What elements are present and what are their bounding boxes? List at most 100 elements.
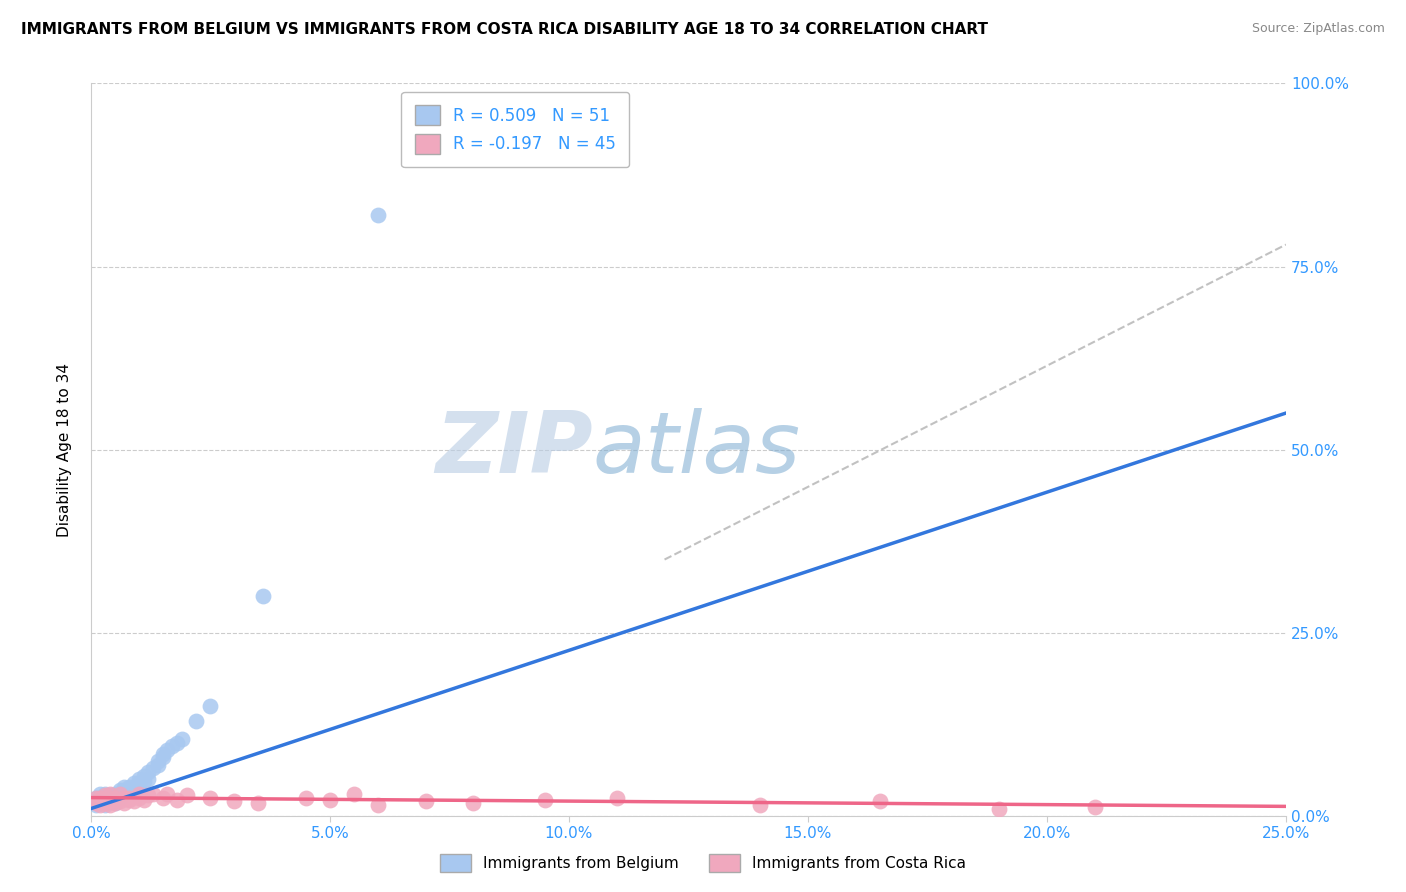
Legend: R = 0.509   N = 51, R = -0.197   N = 45: R = 0.509 N = 51, R = -0.197 N = 45: [401, 92, 628, 168]
Point: [84, 790, 107, 805]
Point: [98, 794, 121, 808]
Point: [200, 790, 222, 805]
Point: [89, 787, 111, 801]
Point: [184, 714, 207, 728]
Point: [122, 776, 145, 790]
Point: [200, 699, 222, 714]
Point: [869, 794, 891, 808]
Point: [122, 780, 145, 795]
Point: [166, 736, 188, 750]
Point: [89, 790, 111, 805]
Point: [1084, 800, 1107, 814]
Point: [94, 794, 117, 808]
Point: [146, 757, 169, 772]
Point: [463, 796, 485, 810]
Point: [108, 787, 131, 801]
Point: [89, 796, 111, 810]
Y-axis label: Disability Age 18 to 34: Disability Age 18 to 34: [58, 363, 72, 537]
Point: [89, 790, 111, 805]
Point: [104, 790, 127, 805]
Point: [156, 787, 179, 801]
Point: [94, 797, 117, 812]
Point: [988, 801, 1011, 815]
Point: [152, 790, 174, 805]
Point: [156, 743, 179, 757]
Point: [128, 790, 150, 805]
Point: [166, 793, 188, 807]
Point: [104, 796, 127, 810]
Point: [98, 797, 121, 812]
Point: [104, 796, 127, 810]
Point: [112, 796, 135, 810]
Point: [94, 796, 117, 810]
Point: [84, 796, 107, 810]
Point: [118, 783, 141, 797]
Point: [247, 796, 270, 810]
Point: [104, 790, 127, 805]
Text: ZIP: ZIP: [436, 409, 593, 491]
Point: [118, 793, 141, 807]
Point: [152, 747, 174, 761]
Point: [98, 790, 121, 805]
Point: [606, 790, 628, 805]
Point: [94, 789, 117, 803]
Point: [170, 731, 193, 746]
Point: [89, 797, 111, 812]
Point: [108, 787, 131, 801]
Point: [128, 776, 150, 790]
Point: [84, 796, 107, 810]
Point: [160, 739, 183, 754]
Text: IMMIGRANTS FROM BELGIUM VS IMMIGRANTS FROM COSTA RICA DISABILITY AGE 18 TO 34 CO: IMMIGRANTS FROM BELGIUM VS IMMIGRANTS FR…: [21, 22, 988, 37]
Point: [319, 793, 342, 807]
Point: [84, 790, 107, 805]
Point: [84, 797, 107, 812]
Point: [118, 790, 141, 805]
Point: [108, 794, 131, 808]
Point: [142, 761, 165, 775]
Point: [108, 783, 131, 797]
Point: [112, 790, 135, 805]
Point: [749, 797, 772, 812]
Point: [415, 794, 437, 808]
Point: [295, 790, 318, 805]
Point: [98, 793, 121, 807]
Point: [94, 787, 117, 801]
Point: [176, 789, 198, 803]
Point: [84, 794, 107, 808]
Point: [94, 796, 117, 810]
Point: [132, 773, 155, 788]
Point: [132, 793, 155, 807]
Point: [142, 787, 165, 801]
Point: [136, 789, 159, 803]
Point: [108, 790, 131, 805]
Point: [224, 794, 246, 808]
Point: [94, 793, 117, 807]
Point: [94, 790, 117, 805]
Point: [98, 789, 121, 803]
Point: [252, 589, 274, 603]
Point: [136, 772, 159, 787]
Point: [128, 787, 150, 801]
Point: [128, 780, 150, 794]
Point: [84, 793, 107, 807]
Point: [136, 764, 159, 779]
Point: [122, 794, 145, 808]
Point: [152, 750, 174, 764]
Point: [128, 772, 150, 787]
Legend: Immigrants from Belgium, Immigrants from Costa Rica: Immigrants from Belgium, Immigrants from…: [433, 846, 973, 880]
Text: atlas: atlas: [593, 409, 801, 491]
Point: [98, 794, 121, 808]
Point: [98, 787, 121, 801]
Point: [112, 783, 135, 797]
Point: [89, 794, 111, 808]
Point: [132, 769, 155, 783]
Point: [534, 793, 557, 807]
Point: [104, 787, 127, 801]
Point: [367, 797, 389, 812]
Point: [146, 754, 169, 768]
Point: [343, 787, 366, 801]
Point: [112, 780, 135, 794]
Point: [89, 793, 111, 807]
Text: Source: ZipAtlas.com: Source: ZipAtlas.com: [1251, 22, 1385, 36]
Point: [118, 780, 141, 794]
